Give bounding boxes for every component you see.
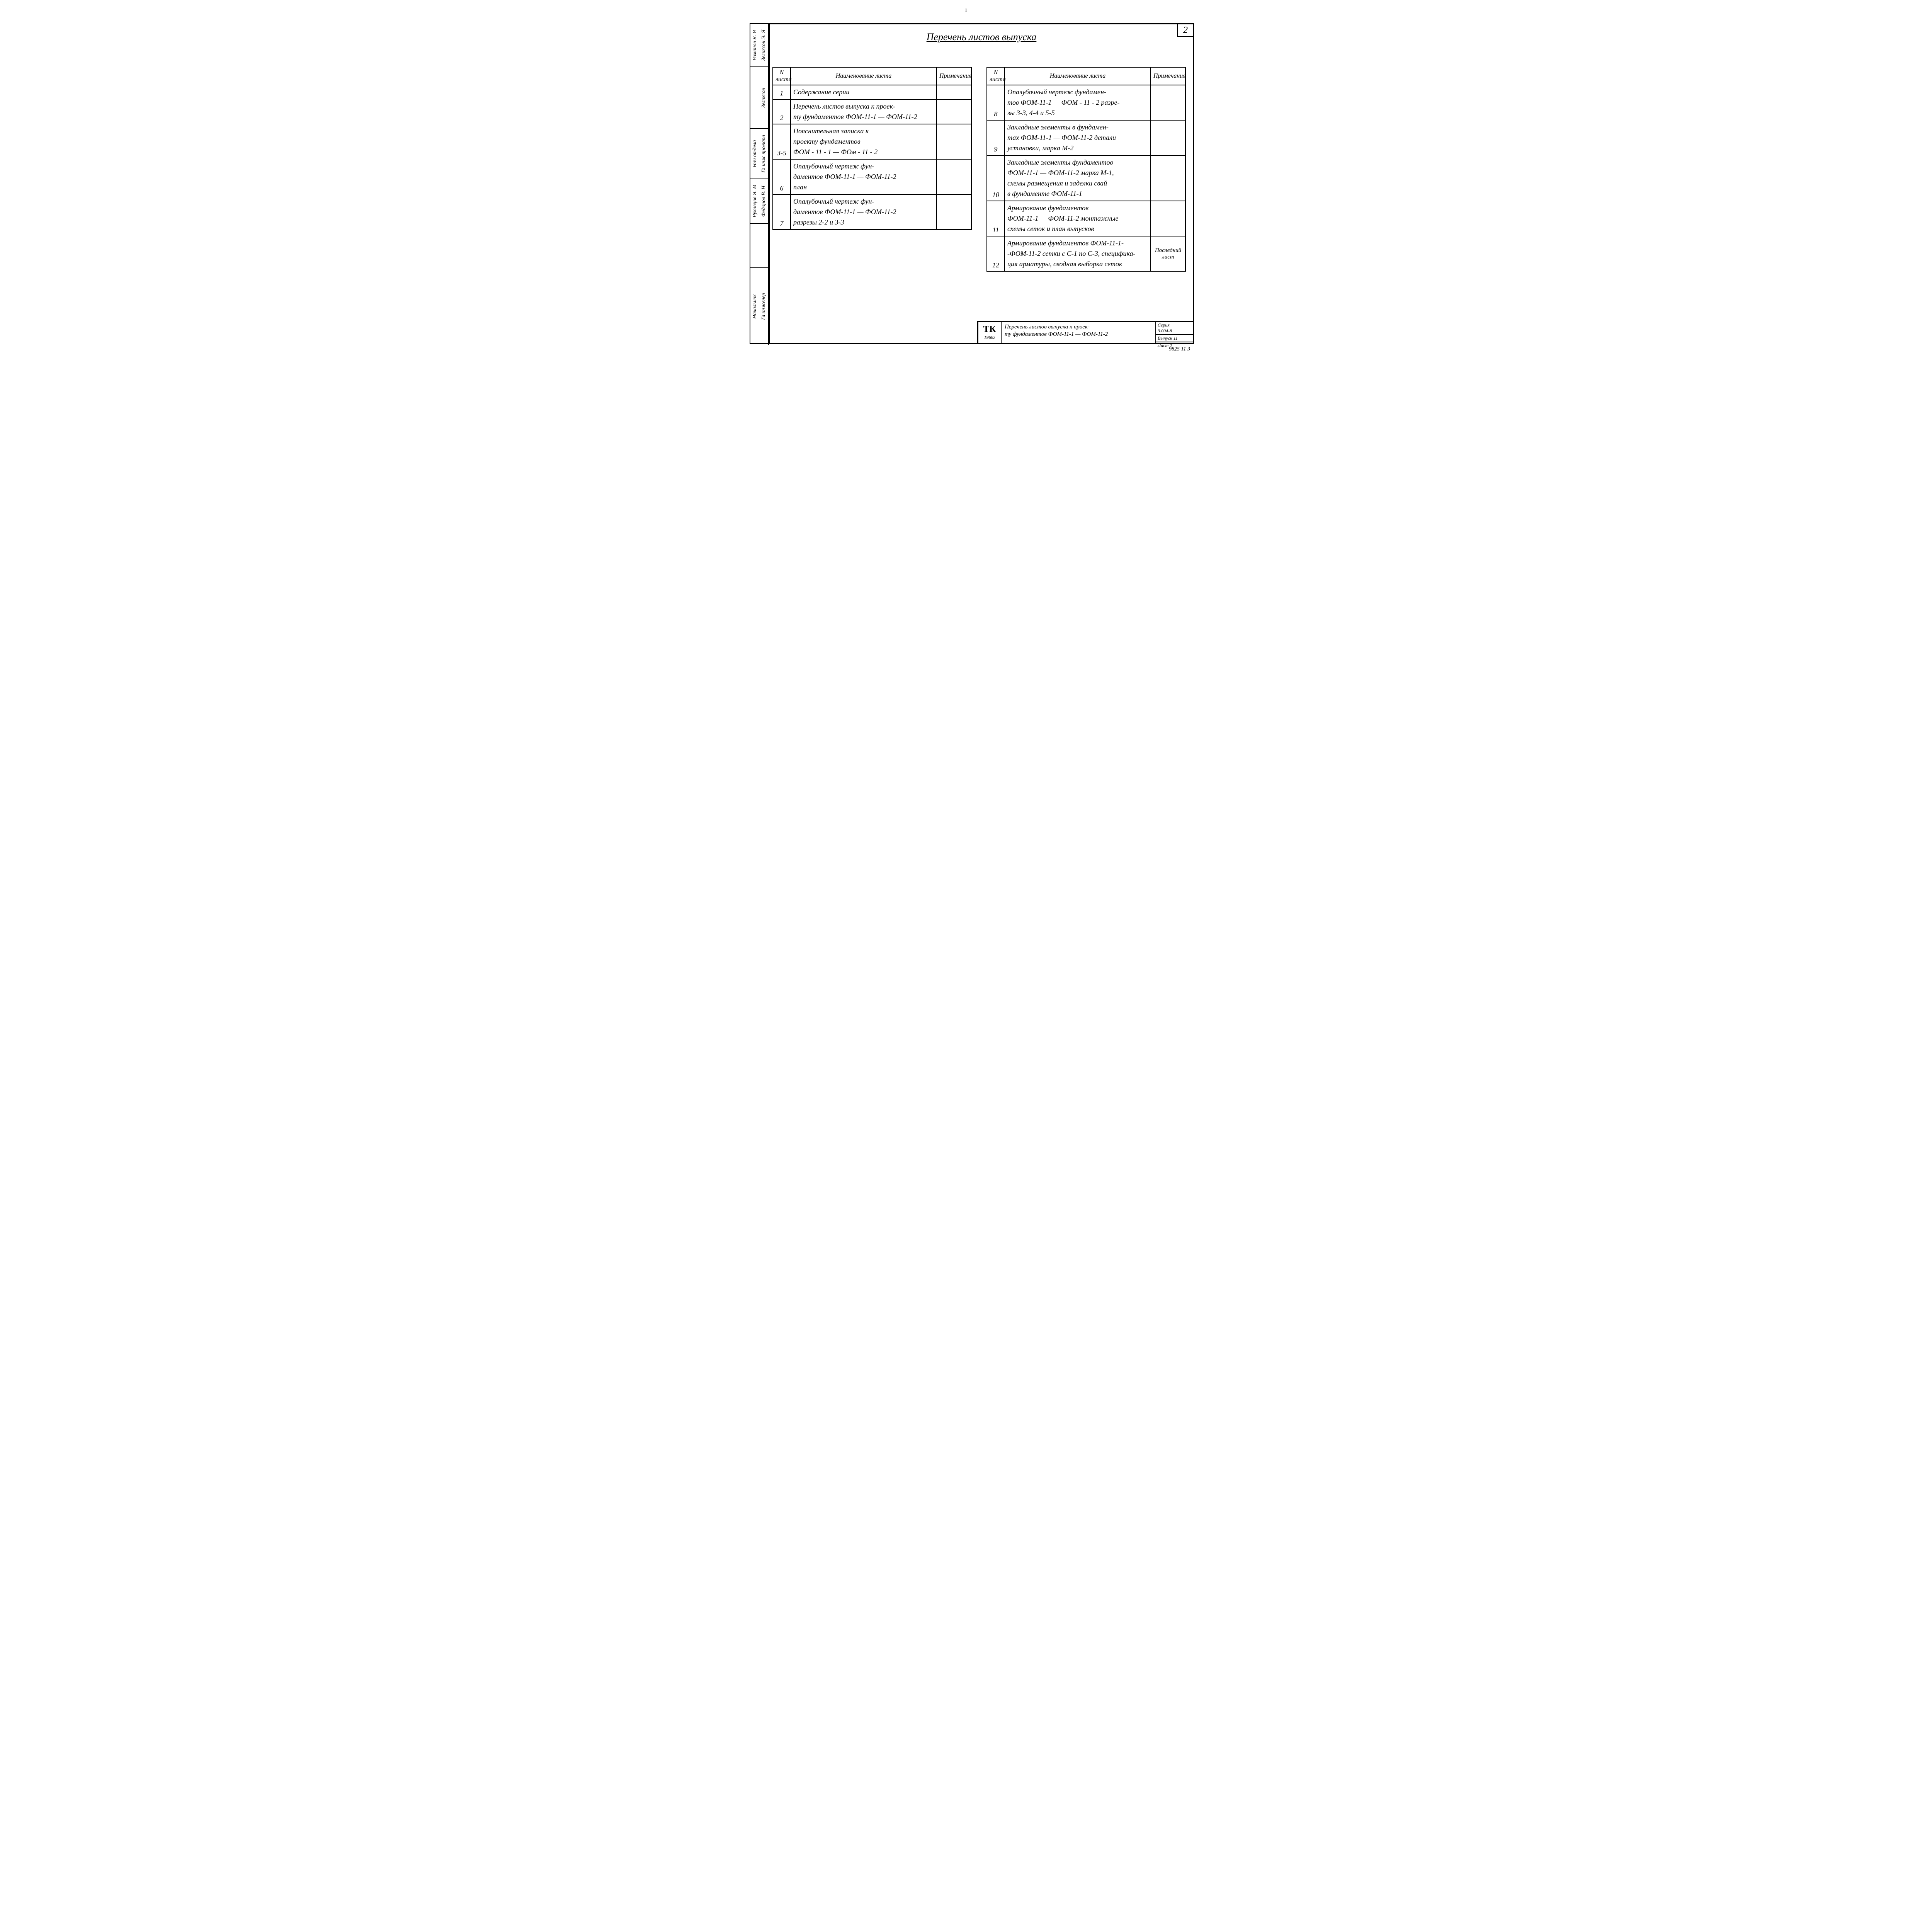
cell-name: Опалубочный чертеж фун- даментов ФОМ-11-… bbox=[791, 159, 937, 194]
signature-cell bbox=[750, 223, 769, 267]
cell-note bbox=[937, 159, 971, 194]
cell-name: Перечень листов выпуска к проек- ту фунд… bbox=[791, 99, 937, 124]
signature-name bbox=[760, 224, 769, 267]
cell-num: 7 bbox=[773, 194, 791, 230]
cell-name: Опалубочный чертеж фундамен- тов ФОМ-11-… bbox=[1005, 85, 1151, 120]
cell-num: 11 bbox=[987, 201, 1005, 236]
table-row: 10Закладные элементы фундаментов ФОМ-11-… bbox=[987, 155, 1185, 201]
sheet-list-right: N листа Наименование листа Примечания 8О… bbox=[986, 67, 1186, 272]
cell-name: Содержание серии bbox=[791, 85, 937, 99]
cell-name: Закладные элементы в фундамен- тах ФОМ-1… bbox=[1005, 120, 1151, 155]
stamp-logo: ТК 1968г bbox=[978, 322, 1002, 343]
page-number-dot: 1 bbox=[965, 8, 968, 14]
cell-note bbox=[937, 124, 971, 159]
table-row: 1Содержание серии bbox=[773, 85, 971, 99]
cell-note bbox=[937, 99, 971, 124]
cell-note bbox=[1151, 201, 1185, 236]
table-row: 11Армирование фундаментов ФОМ-11-1 — ФОМ… bbox=[987, 201, 1185, 236]
cell-note bbox=[937, 194, 971, 230]
cell-name: Опалубочный чертеж фун- даментов ФОМ-11-… bbox=[791, 194, 937, 230]
signature-strip: Романов Я. ЯЗеликсон Э. ЯЗеликсонНач отд… bbox=[750, 23, 769, 344]
signature-role: Романов Я. Я bbox=[750, 24, 760, 66]
cell-name: Закладные элементы фундаментов ФОМ-11-1 … bbox=[1005, 155, 1151, 201]
signature-role: Нач отдела bbox=[750, 129, 760, 179]
table-row: 12Армирование фундаментов ФОМ-11-1- -ФОМ… bbox=[987, 236, 1185, 271]
drawing-frame: 2 Перечень листов выпуска N листа Наимен… bbox=[769, 23, 1194, 344]
signature-name: Зеликсон Э. Я bbox=[760, 24, 769, 66]
stamp-issue: Выпуск 11 bbox=[1156, 335, 1193, 342]
table-row: 3-5Пояснительная записка к проекту фунда… bbox=[773, 124, 971, 159]
cell-num: 2 bbox=[773, 99, 791, 124]
signature-name: Гл инженер bbox=[760, 268, 769, 345]
sheet-list-left: N листа Наименование листа Примечания 1С… bbox=[772, 67, 972, 230]
stamp-tk: ТК bbox=[983, 324, 996, 335]
signature-cell: НачальникГл инженер bbox=[750, 267, 769, 345]
stamp-series: Серия 3.004-8 bbox=[1156, 322, 1193, 335]
cell-num: 9 bbox=[987, 120, 1005, 155]
table-row: 7Опалубочный чертеж фун- даментов ФОМ-11… bbox=[773, 194, 971, 230]
cell-num: 1 bbox=[773, 85, 791, 99]
signature-role bbox=[750, 67, 760, 128]
col-num: N листа bbox=[987, 67, 1005, 85]
col-note: Примечания bbox=[937, 67, 971, 85]
signature-name: Гл инж проекта bbox=[760, 129, 769, 179]
signature-role: Рукавцов Я. М bbox=[750, 179, 760, 223]
cell-note: Последний лист bbox=[1151, 236, 1185, 271]
cell-name: Армирование фундаментов ФОМ-11-1 — ФОМ-1… bbox=[1005, 201, 1151, 236]
cell-note bbox=[1151, 85, 1185, 120]
cell-name: Пояснительная записка к проекту фундамен… bbox=[791, 124, 937, 159]
signature-name: Федоров В. Н bbox=[760, 179, 769, 223]
col-name: Наименование листа bbox=[1005, 67, 1151, 85]
stamp-meta: Серия 3.004-8 Выпуск 11 Лист 2 bbox=[1156, 322, 1193, 343]
col-name: Наименование листа bbox=[791, 67, 937, 85]
archive-number: 9825 11 3 bbox=[1169, 346, 1190, 352]
table-row: 9Закладные элементы в фундамен- тах ФОМ-… bbox=[987, 120, 1185, 155]
table-row: 6Опалубочный чертеж фун- даментов ФОМ-11… bbox=[773, 159, 971, 194]
cell-num: 12 bbox=[987, 236, 1005, 271]
page-title: Перечень листов выпуска bbox=[770, 31, 1193, 43]
cell-note bbox=[1151, 120, 1185, 155]
title-block: ТК 1968г Перечень листов выпуска к проек… bbox=[977, 321, 1194, 344]
stamp-description: Перечень листов выпуска к проек- ту фунд… bbox=[1002, 322, 1156, 343]
table-row: 8Опалубочный чертеж фундамен- тов ФОМ-11… bbox=[987, 85, 1185, 120]
signature-cell: Нач отделаГл инж проекта bbox=[750, 128, 769, 179]
cell-num: 10 bbox=[987, 155, 1005, 201]
signature-role bbox=[750, 224, 760, 267]
cell-name: Армирование фундаментов ФОМ-11-1- -ФОМ-1… bbox=[1005, 236, 1151, 271]
col-num: N листа bbox=[773, 67, 791, 85]
cell-num: 8 bbox=[987, 85, 1005, 120]
cell-num: 6 bbox=[773, 159, 791, 194]
stamp-year: 1968г bbox=[984, 335, 995, 340]
signature-cell: Романов Я. ЯЗеликсон Э. Я bbox=[750, 24, 769, 66]
signature-role: Начальник bbox=[750, 268, 760, 345]
col-note: Примечания bbox=[1151, 67, 1185, 85]
signature-name: Зеликсон bbox=[760, 67, 769, 128]
cell-note bbox=[937, 85, 971, 99]
signature-cell: Рукавцов Я. МФедоров В. Н bbox=[750, 179, 769, 223]
cell-note bbox=[1151, 155, 1185, 201]
signature-cell: Зеликсон bbox=[750, 66, 769, 128]
page: 1 Романов Я. ЯЗеликсон Э. ЯЗеликсонНач о… bbox=[715, 8, 1217, 375]
cell-num: 3-5 bbox=[773, 124, 791, 159]
table-row: 2Перечень листов выпуска к проек- ту фун… bbox=[773, 99, 971, 124]
